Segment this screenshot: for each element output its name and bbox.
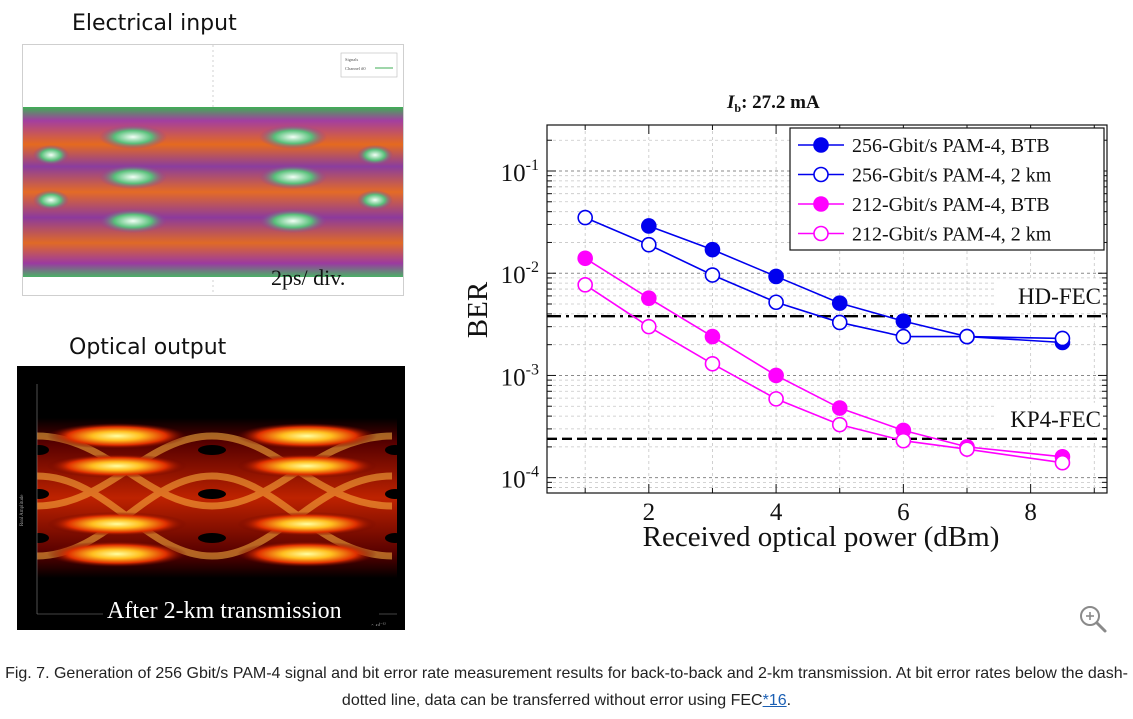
threshold-label: HD-FEC	[1018, 284, 1101, 309]
legend-marker	[813, 137, 829, 153]
data-point	[895, 328, 912, 345]
data-point	[959, 441, 975, 457]
electrical-legend-channel: Channel #0	[345, 66, 366, 71]
data-point	[704, 355, 721, 372]
x-tick-label: 4	[770, 499, 783, 526]
legend-label: 256-Gbit/s PAM-4, 2 km	[852, 165, 1052, 187]
data-point	[1054, 454, 1071, 471]
electrical-legend-signals: Signals	[345, 57, 359, 62]
legend-box	[789, 127, 1105, 251]
data-point	[704, 267, 721, 283]
caption-footnote-link[interactable]: *16	[762, 692, 787, 709]
series-line-2	[584, 257, 1063, 458]
data-point	[641, 236, 657, 253]
y-axis-label: BER	[462, 281, 494, 338]
electrical-scale-label: 2ps/ div.	[271, 265, 345, 290]
legend-marker	[813, 225, 829, 242]
electrical-eye-svg: Signals Channel #0 2ps/ div.	[23, 45, 403, 295]
optical-ylabel: Real Amplitude	[20, 494, 25, 526]
data-point	[959, 328, 975, 345]
y-tick-label: 10-4	[501, 464, 539, 494]
legend-label: 212-Gbit/s PAM-4, BTB	[852, 194, 1050, 216]
legend-label: 212-Gbit/s PAM-4, 2 km	[852, 224, 1052, 246]
data-point	[641, 318, 657, 335]
data-point	[641, 290, 657, 306]
data-point	[641, 218, 657, 234]
optical-output-title: Optical output	[69, 335, 227, 360]
x-tick-label: 8	[1024, 499, 1037, 526]
data-point	[577, 277, 593, 293]
legend-marker	[813, 196, 829, 212]
data-point	[768, 391, 784, 407]
chart-ticks: 2 4 6 8 10-1 10-2 10-3 10-4	[501, 125, 1107, 526]
data-point	[831, 416, 848, 433]
caption-text: Fig. 7. Generation of 256 Gbit/s PAM-4 s…	[5, 665, 1128, 709]
optical-note: After 2-km transmission	[107, 598, 342, 624]
data-point	[895, 313, 912, 329]
optical-eye-diagram: Real Amplitude Time × 10⁻¹² After 2-km t…	[17, 366, 405, 630]
plot-frame	[546, 124, 1108, 494]
data-point	[895, 432, 912, 449]
threshold-label-bg	[995, 280, 1103, 311]
data-point	[768, 367, 784, 384]
x-tick-label: 2	[643, 499, 656, 526]
data-point	[768, 294, 784, 311]
electrical-eye-diagram: Signals Channel #0 2ps/ div.	[22, 44, 404, 296]
threshold-label: KP4-FEC	[1010, 407, 1101, 432]
data-point	[577, 209, 593, 226]
y-tick-label: 10-3	[501, 361, 539, 391]
electrical-eye-openings	[33, 125, 393, 233]
x-axis-label: Received optical power (dBm)	[643, 521, 1000, 553]
legend-label: 256-Gbit/s PAM-4, BTB	[852, 135, 1050, 157]
series-line-3	[584, 284, 1063, 464]
ber-chart: 2 4 6 8 10-1 10-2 10-3 10-4 HD-FEC KP4-FEC 256-G…	[462, 92, 1108, 553]
caption-end: .	[786, 692, 792, 709]
series-line-1	[584, 216, 1063, 340]
optical-eye-svg: Real Amplitude Time × 10⁻¹² After 2-km t…	[20, 384, 405, 628]
x-tick-label: 6	[897, 499, 910, 526]
data-point	[704, 241, 721, 258]
chart-series	[577, 209, 1071, 471]
figure-caption: Fig. 7. Generation of 256 Gbit/s PAM-4 s…	[0, 660, 1133, 714]
data-point	[831, 314, 848, 331]
optical-xunit: × 10⁻¹²	[371, 622, 386, 628]
y-tick-label: 10-1	[501, 157, 539, 187]
chart-title: Ib: 27.2 mA	[726, 92, 820, 115]
data-point	[704, 328, 721, 345]
zoom-in-icon[interactable]	[1078, 604, 1108, 634]
data-point	[1054, 330, 1071, 347]
electrical-input-title: Electrical input	[72, 11, 237, 36]
data-point	[831, 295, 848, 311]
fec-thresholds: HD-FEC KP4-FEC	[547, 280, 1107, 441]
chart-legend: 256-Gbit/s PAM-4, BTB 256-Gbit/s PAM-4, 2…	[789, 127, 1105, 251]
data-point	[577, 250, 593, 267]
y-tick-label: 10-2	[501, 259, 539, 289]
data-point	[768, 268, 784, 285]
data-point	[831, 400, 848, 416]
threshold-label-bg	[995, 402, 1103, 433]
legend-marker	[813, 166, 829, 183]
